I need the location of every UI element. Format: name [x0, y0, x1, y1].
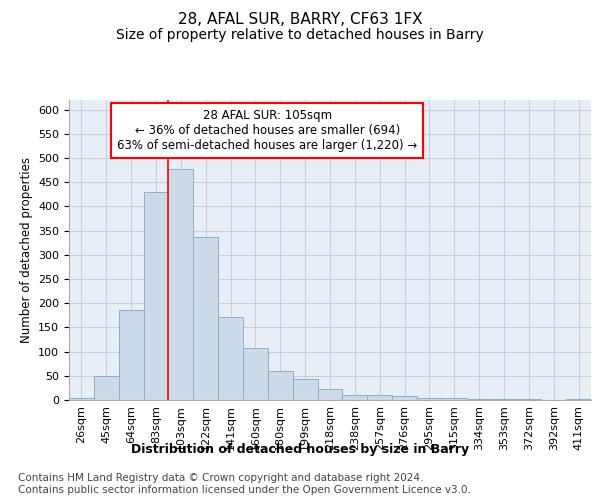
Text: Size of property relative to detached houses in Barry: Size of property relative to detached ho…	[116, 28, 484, 42]
Bar	[566, 398, 591, 400]
Bar	[193, 237, 218, 400]
Bar	[119, 310, 143, 400]
Bar	[442, 398, 467, 400]
Bar	[169, 168, 193, 400]
Bar	[243, 348, 268, 400]
Bar	[343, 395, 367, 400]
Text: 28 AFAL SUR: 105sqm
← 36% of detached houses are smaller (694)
63% of semi-detac: 28 AFAL SUR: 105sqm ← 36% of detached ho…	[117, 109, 418, 152]
Text: Distribution of detached houses by size in Barry: Distribution of detached houses by size …	[131, 442, 469, 456]
Bar	[392, 396, 417, 400]
Bar	[143, 192, 169, 400]
Y-axis label: Number of detached properties: Number of detached properties	[20, 157, 32, 343]
Bar	[367, 395, 392, 400]
Bar	[293, 378, 317, 400]
Bar	[491, 399, 517, 400]
Bar	[417, 398, 442, 400]
Bar	[268, 371, 293, 400]
Bar	[94, 376, 119, 400]
Bar	[218, 317, 243, 400]
Bar	[317, 390, 343, 400]
Bar	[517, 398, 541, 400]
Bar	[467, 398, 491, 400]
Text: 28, AFAL SUR, BARRY, CF63 1FX: 28, AFAL SUR, BARRY, CF63 1FX	[178, 12, 422, 28]
Bar	[69, 398, 94, 400]
Text: Contains HM Land Registry data © Crown copyright and database right 2024.
Contai: Contains HM Land Registry data © Crown c…	[18, 474, 471, 495]
